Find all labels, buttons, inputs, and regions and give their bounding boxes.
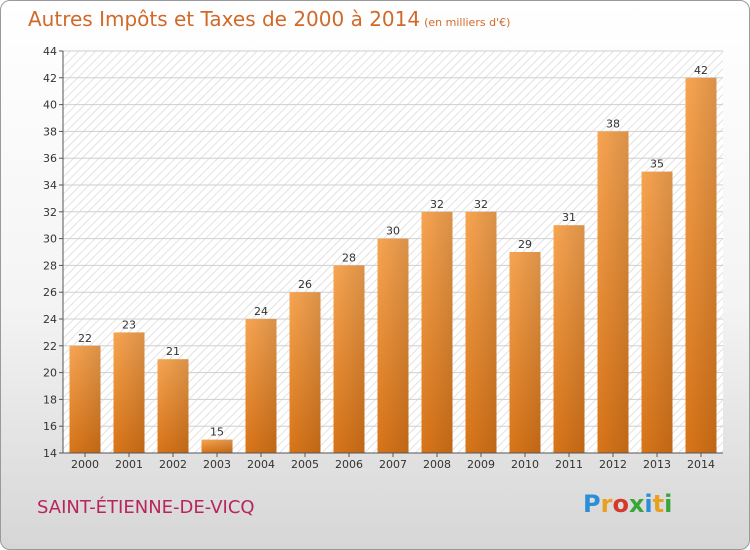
chart-title: Autres Impôts et Taxes de 2000 à 2014 (en… — [28, 7, 510, 31]
x-tick-label: 2009 — [467, 458, 495, 471]
x-tick-label: 2002 — [159, 458, 187, 471]
logo-letter: r — [600, 490, 613, 518]
bar-value-label: 32 — [474, 198, 488, 211]
x-tick-label: 2014 — [687, 458, 715, 471]
x-tick-label: 2010 — [511, 458, 539, 471]
x-tick-label: 2006 — [335, 458, 363, 471]
bar-value-label: 38 — [606, 117, 620, 130]
x-tick-label: 2013 — [643, 458, 671, 471]
y-tick-label: 14 — [43, 447, 57, 460]
bar-value-label: 22 — [78, 332, 92, 345]
y-tick-label: 44 — [43, 45, 57, 58]
y-tick-label: 18 — [43, 393, 57, 406]
bar-value-label: 24 — [254, 305, 268, 318]
bar-value-label: 31 — [562, 211, 576, 224]
y-tick-label: 36 — [43, 152, 57, 165]
bar-shade — [69, 345, 101, 453]
logo-letter: t — [652, 490, 665, 518]
y-tick-label: 32 — [43, 206, 57, 219]
x-tick-label: 2001 — [115, 458, 143, 471]
bar-shade — [685, 77, 717, 454]
bar-value-label: 35 — [650, 158, 664, 171]
bar-shade — [421, 211, 453, 453]
bar-shade — [597, 131, 629, 453]
x-tick-label: 2004 — [247, 458, 275, 471]
y-tick-label: 26 — [43, 286, 57, 299]
bar-value-label: 30 — [386, 225, 400, 238]
y-tick-label: 20 — [43, 367, 57, 380]
x-tick-label: 2012 — [599, 458, 627, 471]
bar-shade — [289, 292, 321, 453]
title-unit: (en milliers d'€) — [424, 16, 511, 29]
commune-name: SAINT-ÉTIENNE-DE-VICQ — [37, 497, 255, 518]
proxiti-logo: Proxiti — [583, 490, 672, 518]
bar-shade — [553, 225, 585, 453]
x-tick-label: 2011 — [555, 458, 583, 471]
logo-letter: x — [628, 490, 645, 518]
y-tick-label: 22 — [43, 340, 57, 353]
logo-letter: P — [583, 490, 601, 518]
y-tick-label: 40 — [43, 99, 57, 112]
bar-shade — [465, 211, 497, 453]
bar-value-label: 23 — [122, 318, 136, 331]
bar-shade — [201, 439, 233, 453]
bar-shade — [509, 252, 541, 453]
y-tick-label: 24 — [43, 313, 57, 326]
y-tick-label: 42 — [43, 72, 57, 85]
title-text: Autres Impôts et Taxes de 2000 à 2014 — [28, 7, 421, 31]
bar-shade — [245, 319, 277, 453]
bar-value-label: 15 — [210, 426, 224, 439]
bar-value-label: 26 — [298, 278, 312, 291]
x-tick-label: 2000 — [71, 458, 99, 471]
bar-value-label: 32 — [430, 198, 444, 211]
y-tick-label: 38 — [43, 125, 57, 138]
bar-shade — [641, 171, 673, 453]
y-tick-label: 28 — [43, 259, 57, 272]
logo-letter: o — [612, 490, 629, 518]
bar-shade — [333, 265, 365, 453]
bar-shade — [377, 238, 409, 453]
axes: 14 16 18 20 22 24 26 28 30 32 34 36 38 40 42 44 2000 2001… — [43, 45, 723, 471]
x-tick-label: 2007 — [379, 458, 407, 471]
x-tick-label: 2003 — [203, 458, 231, 471]
bars: 22 23 21 15 24 26 28 30 32 32 29 31 38 35 42 — [69, 64, 717, 454]
bar-value-label: 21 — [166, 345, 180, 358]
bar-shade — [157, 359, 189, 453]
bar-value-label: 28 — [342, 251, 356, 264]
x-tick-label: 2005 — [291, 458, 319, 471]
bar-value-label: 29 — [518, 238, 532, 251]
logo-letter: i — [664, 490, 673, 518]
y-tick-label: 34 — [43, 179, 57, 192]
y-tick-label: 30 — [43, 233, 57, 246]
logo-letter: i — [644, 490, 653, 518]
bar-shade — [113, 332, 145, 453]
y-tick-label: 16 — [43, 420, 57, 433]
x-tick-label: 2008 — [423, 458, 451, 471]
bar-value-label: 42 — [694, 64, 708, 77]
